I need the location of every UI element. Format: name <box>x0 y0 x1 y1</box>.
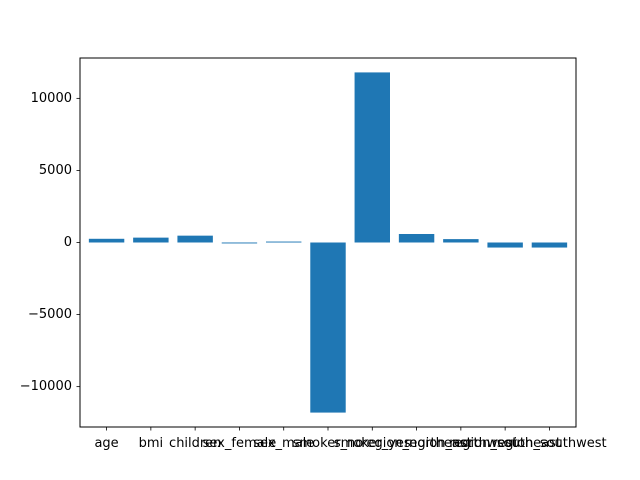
x-tick-label: region_southeast <box>449 436 561 451</box>
bar-region_northwest <box>443 239 479 243</box>
y-tick-label: −10000 <box>20 379 72 394</box>
bar-smoker_no <box>310 242 346 413</box>
y-axis-ticks: −10000 −5000 0 5000 10000 <box>20 91 80 394</box>
plot-area-frame <box>79 57 577 428</box>
x-tick-label: region_southwest <box>492 436 606 451</box>
x-tick-label: region_northwest <box>404 436 517 451</box>
bar-age <box>88 238 125 243</box>
bar-region_northeast <box>398 233 435 243</box>
bar-region_southeast <box>487 242 523 248</box>
x-tick-label: smoker_yes <box>334 436 411 451</box>
x-tick-label: children <box>169 436 221 451</box>
x-tick-label: sex_male <box>253 436 314 451</box>
x-tick-label: sex_female <box>203 436 277 451</box>
bars-group <box>88 72 568 413</box>
x-tick-label: smoker_no <box>293 436 364 451</box>
bar-sex_female <box>221 242 258 244</box>
y-tick-label: 5000 <box>39 163 72 178</box>
y-tick-label: 0 <box>64 235 72 250</box>
bar-sex_male <box>266 241 302 243</box>
bar-smoker_yes <box>354 72 390 243</box>
bar-region_southwest <box>531 242 568 248</box>
bar-children <box>177 235 213 243</box>
x-tick-label: age <box>94 436 118 451</box>
x-tick-label: region_northeast <box>361 436 471 451</box>
bar-bmi <box>133 237 169 243</box>
y-tick-label: −5000 <box>28 307 72 322</box>
x-tick-label: bmi <box>139 436 164 451</box>
y-tick-label: 10000 <box>31 91 72 106</box>
x-axis-ticks: age bmi childrensex_femalesex_malesmoker_n… <box>94 427 607 451</box>
